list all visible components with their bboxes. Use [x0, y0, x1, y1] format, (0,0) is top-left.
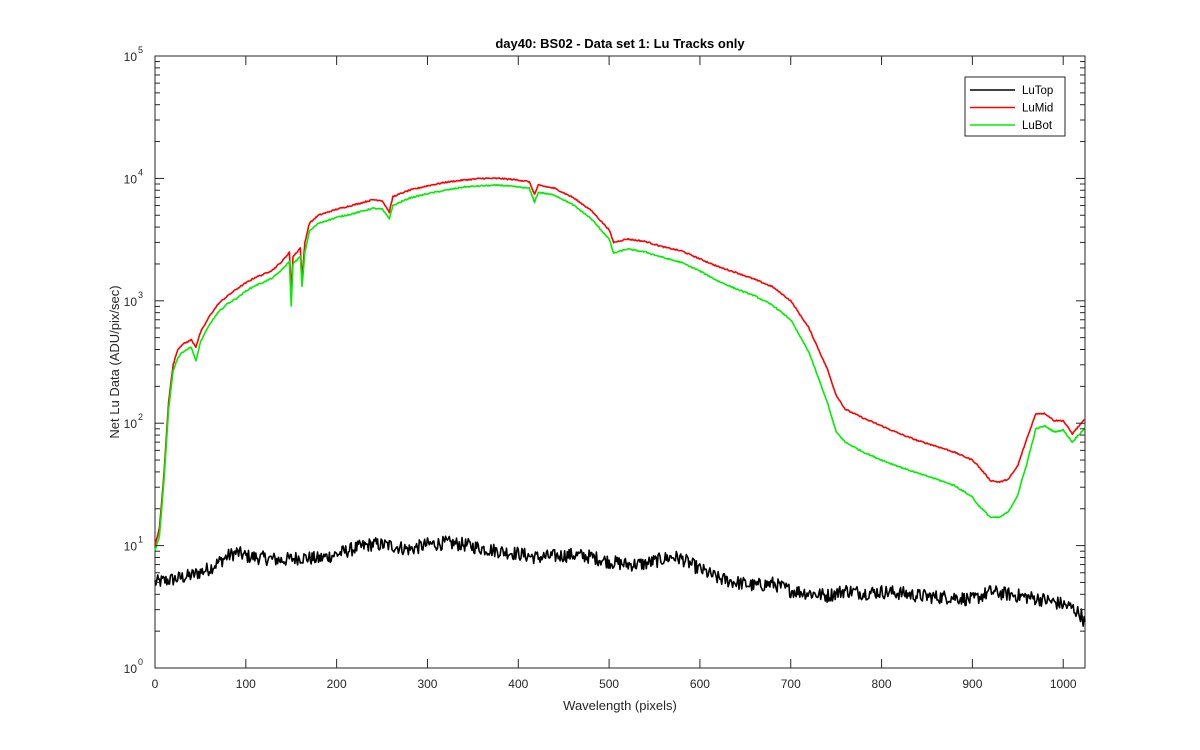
x-tick-label: 200 — [327, 677, 347, 691]
x-tick-label: 700 — [781, 677, 801, 691]
x-tick-label: 0 — [152, 677, 159, 691]
legend-label-lutop: LuTop — [1022, 85, 1053, 97]
data-layer — [154, 177, 1086, 627]
chart-title: day40: BS02 - Data set 1: Lu Tracks only — [495, 36, 745, 51]
series-line-lumid — [154, 177, 1086, 546]
x-tick-label: 900 — [962, 677, 982, 691]
series-line-lutop — [154, 535, 1086, 627]
y-tick-label: 10 — [124, 540, 138, 554]
x-tick-label: 500 — [599, 677, 619, 691]
legend: LuTop LuMid LuBot — [964, 76, 1066, 137]
x-tick-label: 1000 — [1050, 677, 1077, 691]
x-tick-label: 100 — [236, 677, 256, 691]
y-tick-exponent: 4 — [138, 167, 143, 177]
series-line-lubot — [154, 183, 1086, 551]
x-tick-label: 600 — [690, 677, 710, 691]
x-tick-label: 300 — [417, 677, 437, 691]
y-tick-exponent: 2 — [138, 412, 143, 422]
y-tick-exponent: 1 — [138, 535, 143, 545]
legend-label-lubot: LuBot — [1022, 120, 1053, 132]
legend-box — [964, 76, 1066, 137]
x-axis-label: Wavelength (pixels) — [563, 698, 677, 713]
y-tick-label: 10 — [124, 417, 138, 431]
y-tick-label: 10 — [124, 662, 138, 676]
x-tick-label: 400 — [508, 677, 528, 691]
legend-label-lumid: LuMid — [1022, 103, 1053, 115]
y-axis-label: Net Lu Data (ADU/pix/sec) — [107, 285, 122, 438]
plot-area — [154, 55, 1086, 669]
y-tick-exponent: 5 — [138, 45, 143, 55]
y-tick-label: 10 — [124, 50, 138, 64]
y-tick-label: 10 — [124, 172, 138, 186]
y-tick-exponent: 3 — [138, 290, 143, 300]
y-tick-label: 10 — [124, 295, 138, 309]
y-tick-exponent: 0 — [138, 657, 143, 667]
x-tick-label: 800 — [872, 677, 892, 691]
